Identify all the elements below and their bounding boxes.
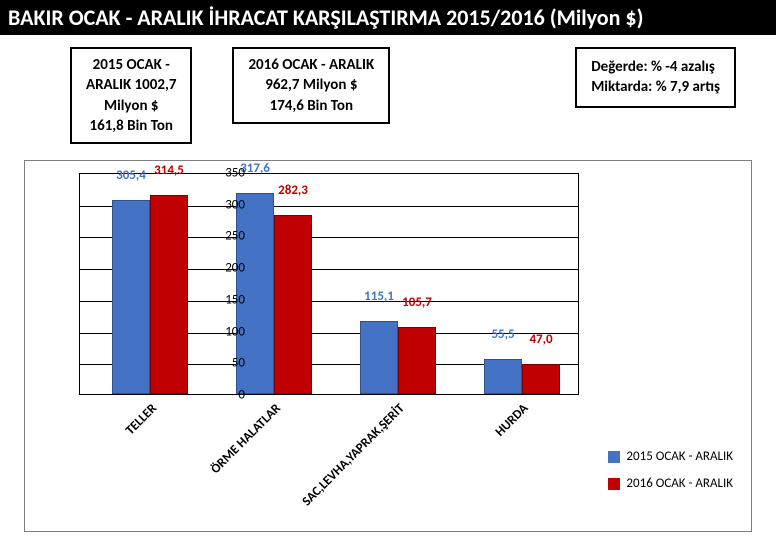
- legend: 2015 OCAK - ARALIK 2016 OCAK - ARALIK: [608, 437, 733, 503]
- title-text: BAKIR OCAK - ARALIK İHRACAT KARŞILAŞTIRM…: [8, 4, 643, 31]
- bar-2016: [274, 215, 312, 394]
- chart-container: 305,4314,5317,6282,3115,1105,755,547,0 2…: [24, 160, 752, 532]
- info-line: 161,8 Bin Ton: [90, 117, 173, 135]
- bar-value-label: 47,0: [511, 332, 571, 347]
- y-tick-label: 150: [205, 292, 245, 307]
- info-line: 962,7 Milyon $: [265, 76, 357, 94]
- bar-2015: [484, 359, 522, 394]
- page-title: BAKIR OCAK - ARALIK İHRACAT KARŞILAŞTIRM…: [0, 0, 776, 35]
- bar-2015: [360, 321, 398, 394]
- y-tick-label: 50: [205, 356, 245, 371]
- info-box-2015: 2015 OCAK - ARALIK 1002,7 Milyon $ 161,8 Bi…: [70, 47, 192, 144]
- info-line: Milyon $: [104, 97, 159, 115]
- y-tick-label: 250: [205, 229, 245, 244]
- info-row: 2015 OCAK - ARALIK 1002,7 Milyon $ 161,8 Bi…: [0, 35, 776, 160]
- info-line: Değerde: % -4 azalış: [591, 58, 715, 76]
- bar-value-label: 282,3: [263, 183, 323, 198]
- legend-item: 2016 OCAK - ARALIK: [608, 476, 733, 491]
- legend-swatch: [608, 451, 620, 463]
- x-tick-label: SAC,LEVHA,YAPRAK,ŞERİT: [299, 401, 407, 509]
- info-line: Miktarda: % 7,9 artış: [591, 78, 720, 96]
- x-tick-label: TELLER: [123, 401, 160, 438]
- info-line: 2016 OCAK - ARALIK: [248, 56, 374, 74]
- legend-label: 2015 OCAK - ARALIK: [626, 449, 733, 464]
- bar-value-label: 314,5: [139, 163, 199, 178]
- bar-2016: [398, 327, 436, 394]
- bar-2015: [112, 200, 150, 394]
- y-tick-label: 200: [205, 261, 245, 276]
- y-tick-label: 300: [205, 197, 245, 212]
- y-tick-label: 100: [205, 324, 245, 339]
- x-tick-label: ÖRME HALATLAR: [208, 401, 284, 477]
- bar-value-label: 105,7: [387, 295, 447, 310]
- plot-area: 305,4314,5317,6282,3115,1105,755,547,0: [79, 173, 579, 395]
- info-line: 174,6 Bin Ton: [270, 97, 353, 115]
- info-line: 2015 OCAK -: [93, 56, 170, 74]
- legend-swatch: [608, 478, 620, 490]
- y-tick-label: 0: [205, 388, 245, 403]
- legend-item: 2015 OCAK - ARALIK: [608, 449, 733, 464]
- x-tick-label: HURDA: [493, 401, 532, 440]
- bar-2016: [522, 364, 560, 394]
- legend-label: 2016 OCAK - ARALIK: [626, 476, 733, 491]
- bar-2016: [150, 195, 188, 394]
- info-line: ARALIK 1002,7: [86, 76, 176, 94]
- info-box-2016: 2016 OCAK - ARALIK 962,7 Milyon $ 174,6 Bi…: [232, 47, 390, 124]
- info-box-change: Değerde: % -4 azalış Miktarda: % 7,9 artı…: [575, 47, 736, 108]
- y-tick-label: 350: [205, 166, 245, 181]
